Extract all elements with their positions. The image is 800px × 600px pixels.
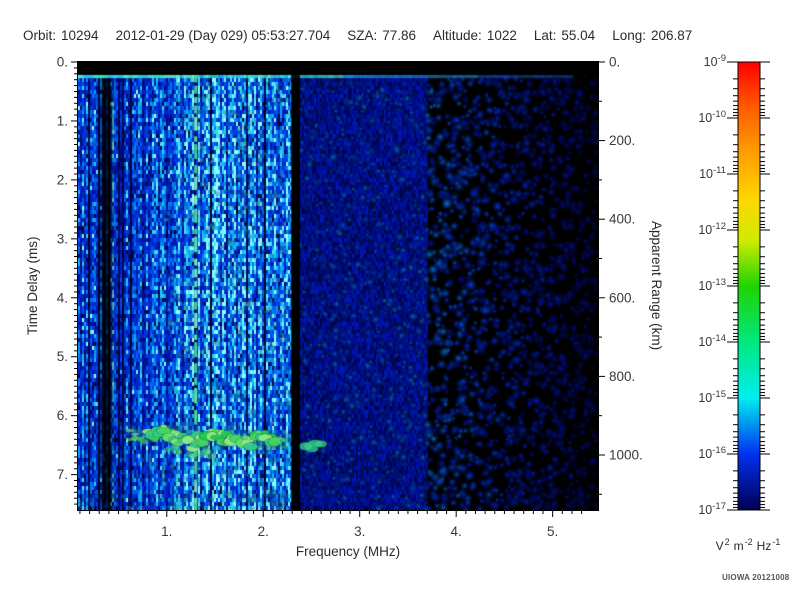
colorbar-unit-label: V2 m-2 Hz-1 [698, 537, 800, 553]
header-info: Orbit: 10294 2012-01-29 (Day 029) 05:53:27… [23, 28, 692, 43]
left-tick-label: 5. [57, 349, 68, 364]
y-axis-title-right: Apparent Range (km) [649, 221, 664, 351]
unit-base: m [733, 539, 744, 553]
colorbar-tick-label: 10-16 [698, 445, 726, 461]
header-field: Lat: 55.04 [534, 28, 595, 43]
y-axis-title-left: Time Delay (ms) [25, 236, 40, 336]
x-tick-label: 1. [161, 524, 172, 539]
unit-exponent: 2 [724, 537, 730, 547]
header-field: 2012-01-29 (Day 029) 05:53:27.704 [116, 28, 331, 43]
credit-text: UIOWA 20121008 [722, 573, 790, 582]
header-field-label: Lat: [533, 28, 557, 43]
left-tick-label: 0. [57, 55, 68, 70]
colorbar-tick-label: 10-9 [704, 53, 726, 69]
x-tick-label: 3. [354, 524, 365, 539]
colorbar [737, 61, 761, 511]
header-field-value: 77.86 [382, 28, 417, 43]
header-field-value: 10294 [61, 28, 99, 43]
x-tick-label: 5. [547, 524, 558, 539]
unit-part: m-2 [733, 537, 753, 553]
header-field: Altitude: 1022 [433, 28, 517, 43]
header-field: Orbit: 10294 [23, 28, 99, 43]
x-tick-label: 4. [451, 524, 462, 539]
header-field-value: 206.87 [650, 28, 693, 43]
header-field-label: Altitude: [433, 28, 482, 43]
spectrogram-canvas [78, 62, 598, 510]
right-tick-label: 800. [609, 369, 635, 384]
colorbar-tick-label: 10-13 [698, 277, 726, 293]
left-tick-label: 7. [57, 467, 68, 482]
header-field-value: 2012-01-29 (Day 029) 05:53:27.704 [115, 28, 331, 43]
left-tick-label: 2. [57, 172, 68, 187]
right-tick-label: 200. [609, 133, 635, 148]
header-field-label: Long: [612, 28, 646, 43]
unit-part: V2 [715, 537, 730, 553]
right-tick-label: 1000. [609, 447, 643, 462]
x-axis-title: Frequency (MHz) [295, 544, 401, 559]
left-tick-label: 4. [57, 290, 68, 305]
colorbar-tick-label: 10-12 [698, 221, 726, 237]
unit-base: V [715, 539, 724, 553]
unit-base: Hz [756, 539, 772, 553]
colorbar-tick-label: 10-15 [698, 389, 726, 405]
right-tick-label: 0. [609, 55, 620, 70]
colorbar-tick-label: 10-11 [699, 165, 726, 181]
unit-exponent: -2 [744, 537, 753, 547]
header-field-value: 1022 [486, 28, 517, 43]
header-field-label: Orbit: [23, 28, 57, 43]
header-field: Long: 206.87 [612, 28, 692, 43]
left-tick-label: 6. [57, 408, 68, 423]
header-field-value: 55.04 [561, 28, 596, 43]
colorbar-tick-label: 10-17 [698, 501, 726, 517]
header-field: SZA: 77.86 [347, 28, 416, 43]
colorbar-tick-label: 10-14 [698, 333, 726, 349]
unit-part: Hz-1 [756, 537, 781, 553]
left-tick-label: 1. [57, 113, 68, 128]
right-tick-label: 400. [609, 212, 635, 227]
x-tick-label: 2. [258, 524, 269, 539]
unit-exponent: -1 [772, 537, 781, 547]
header-field-label: SZA: [347, 28, 378, 43]
right-tick-label: 600. [609, 290, 635, 305]
colorbar-tick-label: 10-10 [698, 109, 726, 125]
left-tick-label: 3. [57, 231, 68, 246]
